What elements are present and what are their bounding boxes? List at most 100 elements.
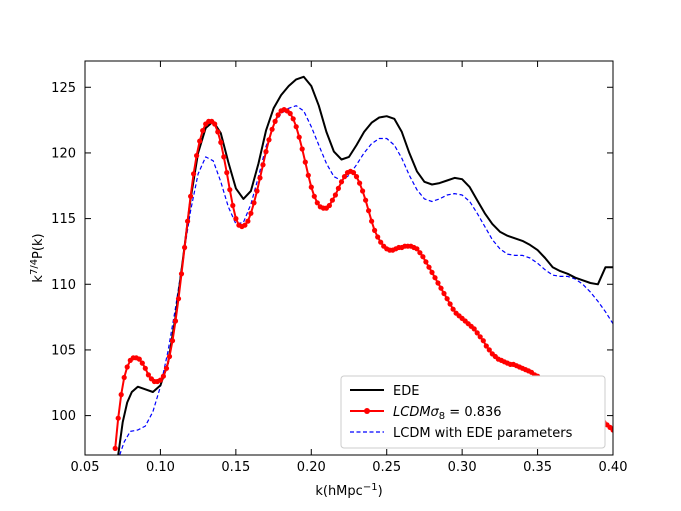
y-tick-label: 125	[51, 81, 76, 96]
data-point	[474, 330, 480, 336]
x-tick-label: 0.15	[221, 460, 250, 475]
data-point	[215, 129, 221, 135]
data-point	[194, 153, 200, 159]
x-tick-label: 0.40	[599, 460, 628, 475]
data-point	[160, 373, 166, 379]
data-point	[257, 175, 263, 181]
data-point	[157, 377, 163, 383]
data-point	[212, 121, 218, 127]
data-point	[610, 427, 613, 433]
data-point	[471, 326, 477, 332]
data-point	[483, 343, 489, 349]
data-point	[308, 184, 314, 190]
y-axis-label: k7/4P(k)	[29, 233, 46, 282]
data-point	[432, 275, 438, 281]
data-point	[136, 356, 142, 362]
data-point	[341, 174, 348, 180]
data-point	[302, 159, 308, 165]
data-point	[414, 246, 420, 252]
axis-ticks: 0.05 0.10 0.15 0.20 0.25 0.30 0.35 0.40 100 105 11…	[51, 61, 627, 475]
legend-label-lcdm-sigma8: LCDMσ8 = 0.836	[393, 405, 502, 422]
y-tick-label: 105	[51, 343, 76, 358]
data-point	[350, 170, 357, 176]
data-point	[369, 218, 375, 224]
data-point	[251, 200, 257, 206]
data-point	[245, 218, 251, 224]
data-point	[366, 208, 372, 214]
data-point	[420, 254, 426, 260]
data-point	[417, 250, 423, 256]
data-point	[363, 197, 369, 203]
data-point	[378, 239, 384, 245]
data-point	[290, 116, 296, 122]
x-tick-label: 0.30	[448, 460, 477, 475]
data-point	[357, 180, 363, 186]
data-point	[197, 138, 203, 144]
data-point	[353, 174, 360, 180]
data-point	[480, 338, 486, 344]
y-tick-label: 115	[51, 212, 76, 227]
data-point	[139, 360, 145, 366]
data-point	[260, 162, 266, 168]
data-point	[311, 193, 317, 199]
x-tick-label: 0.35	[523, 460, 552, 475]
data-point	[233, 216, 239, 222]
data-point	[447, 301, 453, 307]
data-point	[185, 218, 191, 224]
y-tick-label: 110	[51, 278, 76, 293]
legend: EDE LCDMσ8 = 0.836 LCDM with EDE paramet…	[340, 375, 606, 449]
data-point	[435, 280, 441, 286]
data-point	[118, 392, 124, 398]
data-point	[444, 296, 450, 302]
data-point	[269, 126, 275, 132]
data-point	[191, 171, 197, 177]
series-line-lcdm-ede-params	[119, 105, 613, 455]
data-point	[429, 269, 435, 275]
x-axis-label: k(hMpc−1)	[315, 482, 382, 499]
data-point	[360, 188, 366, 194]
x-tick-label: 0.05	[71, 460, 100, 475]
x-tick-label: 0.25	[372, 460, 401, 475]
x-tick-label: 0.10	[146, 460, 175, 475]
data-point	[115, 415, 121, 421]
legend-label-lcdm-ede-params: LCDM with EDE parameters	[393, 426, 573, 441]
data-point	[372, 227, 378, 233]
data-point	[188, 193, 194, 199]
data-point	[305, 172, 311, 178]
data-point	[314, 200, 320, 206]
data-point	[227, 187, 233, 193]
data-point	[332, 192, 338, 198]
data-point	[218, 139, 224, 145]
data-point	[426, 264, 432, 270]
data-point	[275, 112, 281, 118]
data-point	[254, 188, 260, 194]
data-point	[182, 244, 188, 251]
data-point	[326, 202, 332, 209]
data-point	[338, 179, 345, 185]
data-point	[145, 372, 151, 378]
data-point	[272, 118, 278, 124]
data-point	[335, 185, 341, 191]
y-tick-label: 120	[51, 146, 76, 161]
data-point	[329, 197, 335, 203]
data-point	[200, 128, 206, 134]
data-point	[224, 170, 230, 176]
data-point	[172, 318, 179, 324]
data-point	[450, 306, 456, 312]
data-point	[486, 347, 492, 353]
data-point	[266, 137, 272, 143]
data-point	[438, 285, 444, 291]
data-point	[423, 259, 429, 265]
legend-label-ede: EDE	[393, 384, 419, 399]
data-point	[169, 338, 176, 344]
data-point	[221, 154, 227, 160]
data-point	[299, 146, 305, 152]
data-point	[477, 334, 483, 340]
legend-box	[340, 375, 606, 449]
data-point	[166, 353, 173, 360]
x-tick-label: 0.20	[297, 460, 326, 475]
data-point	[230, 202, 236, 209]
data-point	[242, 222, 248, 228]
data-point	[142, 365, 148, 371]
